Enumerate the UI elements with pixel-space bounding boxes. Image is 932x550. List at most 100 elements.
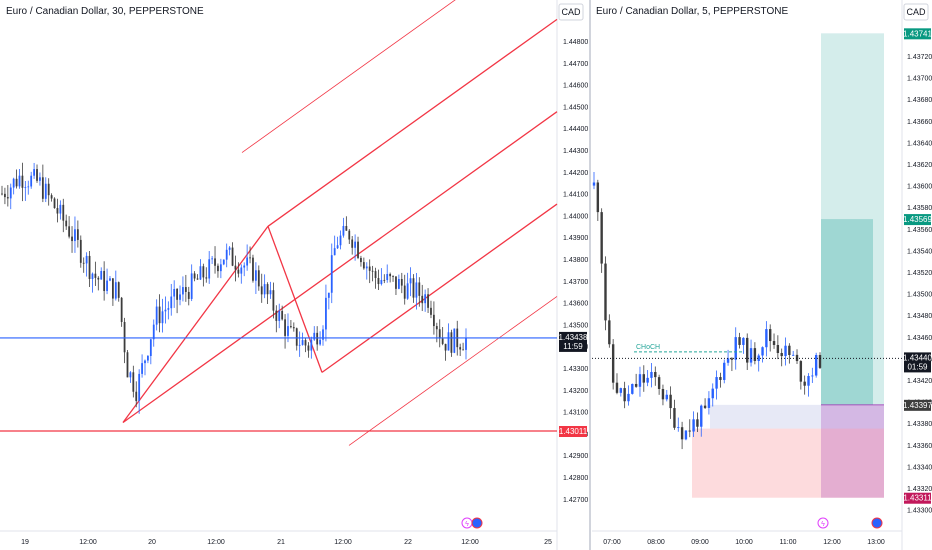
right-event-icon[interactable] xyxy=(871,517,883,529)
left-y-tick-label: 1.43600 xyxy=(563,301,588,308)
candle-body xyxy=(435,326,438,330)
candle-body xyxy=(447,332,450,351)
candle-body xyxy=(650,371,653,378)
candle-body xyxy=(18,175,21,187)
candle-body xyxy=(275,310,278,321)
stop-zone[interactable] xyxy=(692,428,884,498)
right-y-tick-label: 1.43300 xyxy=(907,508,932,515)
right-flash-icon[interactable] xyxy=(817,517,829,529)
candle-body xyxy=(339,235,342,246)
candle-body xyxy=(795,354,799,362)
left-price-badge-value: 1.43438 xyxy=(559,333,588,342)
candle-body xyxy=(450,332,453,353)
pitchfork-outer-upper xyxy=(241,0,456,153)
left-y-tick-label: 1.44200 xyxy=(563,170,588,177)
candle-body xyxy=(723,362,726,380)
candle-body xyxy=(459,347,462,350)
overlap-zone[interactable] xyxy=(821,404,884,498)
candle-body xyxy=(205,277,208,279)
right-y-tick-label: 1.43620 xyxy=(907,162,932,169)
candle-body xyxy=(749,348,753,363)
right-y-tick-label: 1.43320 xyxy=(907,486,932,493)
right-y-tick-label: 1.43580 xyxy=(907,205,932,212)
candle-body xyxy=(292,327,295,329)
candle-body xyxy=(784,345,787,357)
candle-body xyxy=(59,204,62,214)
candle-body xyxy=(351,239,354,248)
candle-body xyxy=(424,294,427,304)
candle-body xyxy=(103,270,106,292)
candle-body xyxy=(368,266,371,271)
candle-body xyxy=(39,177,41,181)
candle-body xyxy=(310,339,313,351)
candle-body xyxy=(249,257,251,259)
candle-body xyxy=(307,345,310,351)
candle-body xyxy=(730,358,734,360)
candle-body xyxy=(231,247,234,266)
left-y-tick-label: 1.43700 xyxy=(563,279,588,286)
target-badge-value: 1.43741 xyxy=(903,29,932,38)
entry-band[interactable] xyxy=(710,404,884,429)
candle-body xyxy=(71,236,73,242)
left-y-tick-label: 1.42800 xyxy=(563,475,588,482)
right-price-badge xyxy=(904,352,931,373)
candle-body xyxy=(225,249,228,260)
target-badge xyxy=(904,28,931,40)
right-x-tick-label: 12:00 xyxy=(823,539,841,546)
candle-body xyxy=(243,265,246,268)
candle-body xyxy=(374,271,377,279)
right-price-badge-value: 1.43440 xyxy=(903,353,932,362)
pitchfork-upper xyxy=(267,18,558,227)
left-currency-box[interactable] xyxy=(558,3,584,21)
candle-body xyxy=(111,278,114,299)
candle-body xyxy=(596,182,600,213)
left-y-tick-label: 1.43100 xyxy=(563,410,588,417)
stop-entry-badge xyxy=(904,399,931,411)
right-chart-title: Euro / Canadian Dollar, 5, PEPPERSTONE xyxy=(596,6,788,17)
candle-body xyxy=(357,241,359,258)
candle-body xyxy=(669,394,672,409)
candle-body xyxy=(634,383,638,387)
candle-body xyxy=(158,306,161,324)
candle-body xyxy=(219,264,222,272)
right-x-tick-label: 07:00 xyxy=(603,539,621,546)
left-y-tick-label: 1.44300 xyxy=(563,148,588,155)
left-x-tick-label: 19 xyxy=(21,539,29,546)
candle-body xyxy=(149,339,152,356)
left-countdown: 11:59 xyxy=(563,342,583,351)
candle-body xyxy=(208,259,211,279)
entry-zone[interactable] xyxy=(821,219,873,405)
candle-body xyxy=(164,309,167,312)
right-y-axis: 1.43720 1.43700 1.43680 1.43660 1.43640 1.436… xyxy=(907,54,932,515)
left-y-tick-label: 1.42900 xyxy=(563,453,588,460)
right-y-tick-label: 1.43600 xyxy=(907,184,932,191)
pitchfork-outer-lower xyxy=(348,296,558,446)
candle-body xyxy=(462,349,464,351)
candle-body xyxy=(88,255,91,280)
candle-body xyxy=(214,258,216,266)
candle-body xyxy=(430,307,432,315)
candle-body xyxy=(106,280,108,292)
candle-body xyxy=(427,294,429,308)
candle-body xyxy=(734,337,737,360)
right-y-tick-label: 1.43420 xyxy=(907,378,932,385)
candle-body xyxy=(316,332,319,345)
candle-body xyxy=(389,273,392,277)
right-position-zones xyxy=(692,33,884,498)
left-event-icon[interactable] xyxy=(471,517,483,529)
candle-body xyxy=(453,328,456,353)
candle-body xyxy=(703,405,707,408)
right-currency-box[interactable] xyxy=(903,3,929,21)
candle-body xyxy=(173,288,176,297)
right-y-tick-label: 1.43660 xyxy=(907,119,932,126)
candle-body xyxy=(677,427,680,428)
target-zone[interactable] xyxy=(821,33,884,405)
left-y-tick-label: 1.43300 xyxy=(563,366,588,373)
candle-body xyxy=(661,388,665,400)
candle-body xyxy=(74,229,76,242)
left-y-tick-label: 1.43900 xyxy=(563,235,588,242)
right-x-tick-label: 10:00 xyxy=(735,539,753,546)
candle-body xyxy=(684,430,688,440)
left-x-tick-label: 12:00 xyxy=(334,539,352,546)
candle-body xyxy=(409,278,412,284)
